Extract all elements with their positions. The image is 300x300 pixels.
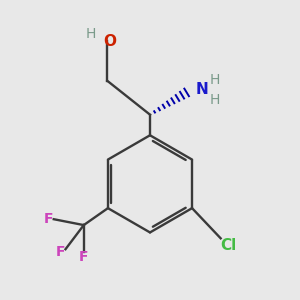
Text: H: H: [210, 93, 220, 107]
Text: F: F: [79, 250, 88, 265]
Text: F: F: [56, 244, 65, 259]
Text: H: H: [210, 73, 220, 87]
Text: H: H: [86, 27, 96, 41]
Text: F: F: [44, 212, 53, 226]
Text: N: N: [195, 82, 208, 97]
Text: Cl: Cl: [220, 238, 236, 253]
Text: O: O: [104, 34, 117, 49]
